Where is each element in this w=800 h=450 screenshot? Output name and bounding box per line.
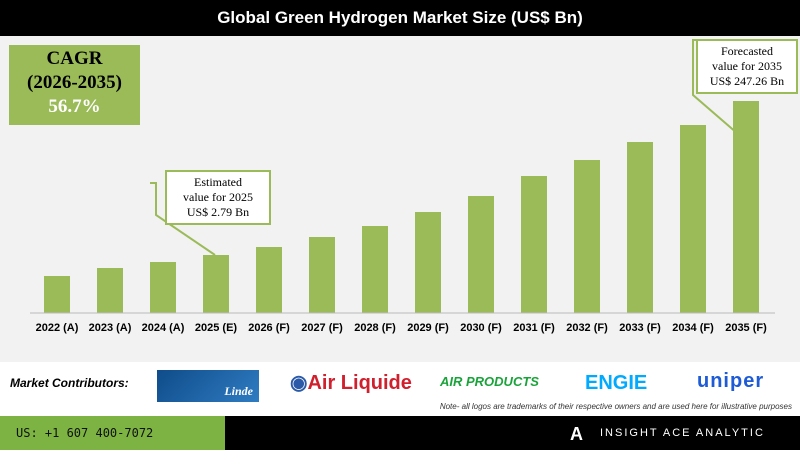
callout-text: value for 2025 bbox=[183, 190, 253, 204]
x-tick-label: 2030 (F) bbox=[460, 322, 502, 334]
brand-name: INSIGHT ACE ANALYTIC bbox=[600, 427, 765, 439]
callout-text: Forecasted bbox=[721, 44, 773, 58]
callout-text: US$ 2.79 Bn bbox=[186, 205, 250, 219]
bar-2029 (F) bbox=[415, 212, 441, 313]
uniper-logo: uniper bbox=[697, 370, 765, 392]
x-tick-label: 2028 (F) bbox=[354, 322, 396, 334]
estimated-callout: Estimated value for 2025 US$ 2.79 Bn bbox=[165, 170, 271, 225]
x-tick-label: 2031 (F) bbox=[513, 322, 555, 334]
contributors-section: Market Contributors: Linde ◉Air Liquide … bbox=[0, 362, 800, 416]
bar-2022 (A) bbox=[44, 276, 70, 313]
cagr-box: CAGR (2026-2035) 56.7% bbox=[9, 45, 140, 125]
x-tick-label: 2035 (F) bbox=[725, 322, 767, 334]
x-tick-label: 2026 (F) bbox=[248, 322, 290, 334]
bar-2026 (F) bbox=[256, 247, 282, 313]
bar-2031 (F) bbox=[521, 176, 547, 313]
bar-2023 (A) bbox=[97, 268, 123, 313]
x-tick-label: 2022 (A) bbox=[36, 322, 79, 334]
bar-2027 (F) bbox=[309, 237, 335, 313]
x-tick-label: 2024 (A) bbox=[142, 322, 185, 334]
bar-2035 (F) bbox=[733, 101, 759, 313]
cagr-period: (2026-2035) bbox=[27, 72, 122, 93]
cagr-value: 56.7% bbox=[48, 96, 101, 117]
engie-logo: ENGIE bbox=[585, 372, 648, 394]
callout-line-2025 bbox=[150, 182, 216, 256]
contributors-label: Market Contributors: bbox=[10, 376, 129, 390]
callout-text: Estimated bbox=[194, 175, 242, 189]
x-tick-label: 2027 (F) bbox=[301, 322, 343, 334]
x-tick-label: 2023 (A) bbox=[89, 322, 132, 334]
bar-2024 (A) bbox=[150, 262, 176, 313]
bar-2034 (F) bbox=[680, 125, 706, 313]
trademark-note: Note- all logos are trademarks of their … bbox=[439, 402, 792, 411]
footer: US: +1 607 400-7072 A INSIGHT ACE ANALYT… bbox=[0, 416, 800, 450]
bar-2033 (F) bbox=[627, 142, 653, 313]
air-products-logo: AIR PRODUCTS bbox=[440, 374, 539, 389]
linde-logo: Linde bbox=[157, 370, 259, 402]
chart-title: Global Green Hydrogen Market Size (US$ B… bbox=[0, 0, 800, 36]
callout-text: US$ 247.26 Bn bbox=[709, 74, 785, 88]
bar-2025 (E) bbox=[203, 255, 229, 313]
x-tick-label: 2032 (F) bbox=[566, 322, 608, 334]
brand-logo-icon: A bbox=[570, 424, 583, 444]
air-liquide-logo: ◉Air Liquide bbox=[290, 372, 412, 394]
bar-chart: 2022 (A) 2023 (A) 2024 (A) 2025 (E) 2026 (F)… bbox=[30, 39, 775, 334]
bar-2032 (F) bbox=[574, 160, 600, 313]
bar-2028 (F) bbox=[362, 226, 388, 313]
x-tick-label: 2029 (F) bbox=[407, 322, 449, 334]
phone-number: US: +1 607 400-7072 bbox=[0, 416, 225, 450]
bar-2030 (F) bbox=[468, 196, 494, 313]
callout-text: value for 2035 bbox=[712, 59, 782, 73]
x-tick-label: 2033 (F) bbox=[619, 322, 661, 334]
x-tick-label: 2025 (E) bbox=[195, 322, 238, 334]
x-tick-label: 2034 (F) bbox=[672, 322, 714, 334]
cagr-label: CAGR bbox=[46, 48, 103, 69]
forecasted-callout: Forecasted value for 2035 US$ 247.26 Bn bbox=[696, 39, 798, 94]
